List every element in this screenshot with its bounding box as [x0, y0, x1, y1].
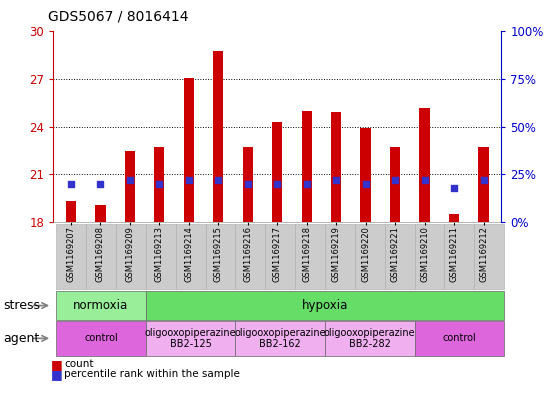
Point [125, 177, 134, 183]
Point [302, 181, 311, 187]
Bar [331, 112, 341, 222]
Bar [154, 147, 165, 222]
Point [332, 177, 340, 183]
Text: hypoxia: hypoxia [302, 299, 348, 312]
Point [243, 181, 252, 187]
Point [391, 177, 400, 183]
Bar [301, 111, 312, 222]
Bar [242, 147, 253, 222]
Point [420, 177, 429, 183]
Point [67, 181, 76, 187]
Bar [361, 129, 371, 222]
Bar [213, 50, 223, 222]
Point [214, 177, 223, 183]
Text: ■: ■ [50, 358, 62, 371]
Point [96, 181, 105, 187]
Point [361, 181, 370, 187]
Text: stress: stress [3, 299, 40, 312]
Bar [449, 214, 459, 222]
Text: agent: agent [3, 332, 39, 345]
Text: normoxia: normoxia [73, 299, 129, 312]
Text: oligooxopiperazine
BB2-125: oligooxopiperazine BB2-125 [145, 328, 236, 349]
Point [450, 185, 459, 191]
Point [155, 181, 164, 187]
Text: ■: ■ [50, 367, 62, 381]
Text: percentile rank within the sample: percentile rank within the sample [64, 369, 240, 379]
Bar [95, 205, 105, 222]
Text: control: control [84, 333, 118, 343]
Point [479, 177, 488, 183]
Bar [419, 108, 430, 222]
Bar [184, 77, 194, 222]
Bar [272, 122, 282, 222]
Text: GDS5067 / 8016414: GDS5067 / 8016414 [48, 10, 188, 24]
Text: count: count [64, 359, 94, 369]
Bar [66, 201, 76, 222]
Text: control: control [442, 333, 476, 343]
Point [273, 181, 282, 187]
Text: oligooxopiperazine
BB2-162: oligooxopiperazine BB2-162 [235, 328, 326, 349]
Text: oligooxopiperazine
BB2-282: oligooxopiperazine BB2-282 [324, 328, 416, 349]
Bar [478, 147, 489, 222]
Bar [390, 147, 400, 222]
Point [184, 177, 193, 183]
Bar [125, 151, 135, 222]
